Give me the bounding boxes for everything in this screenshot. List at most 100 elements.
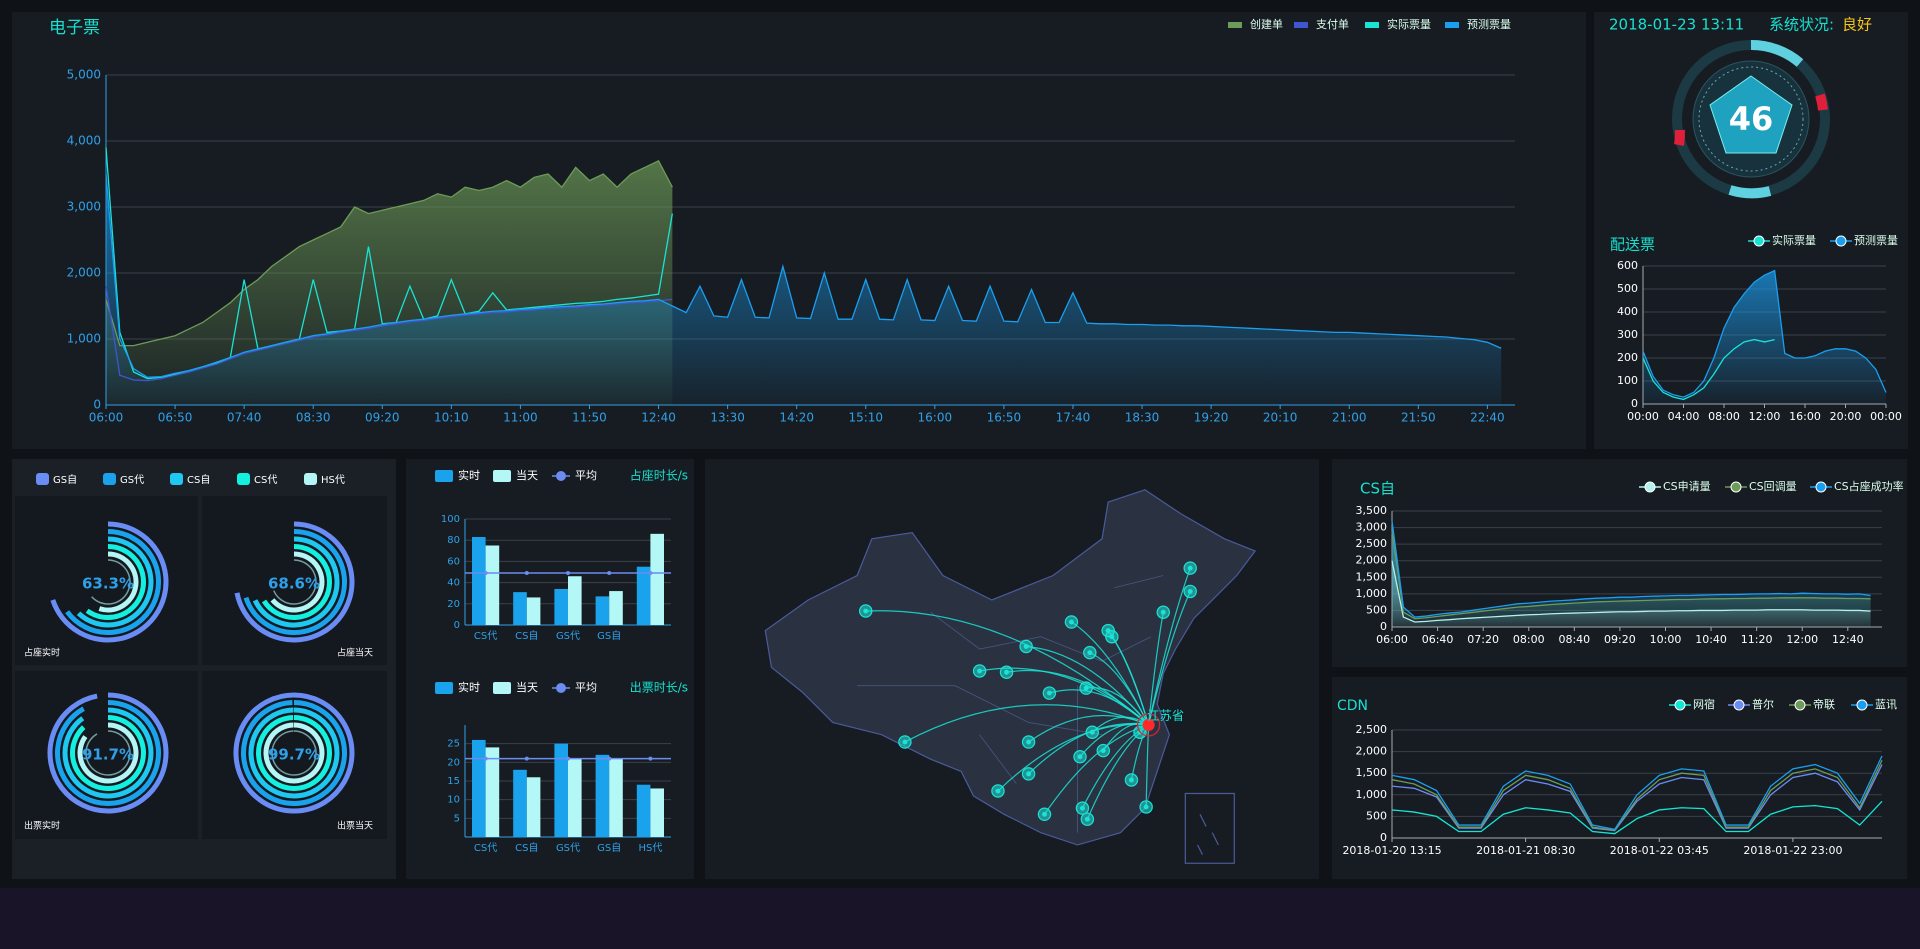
y-tick-label: 1,000 [1356, 788, 1388, 801]
flow-source-core [1160, 609, 1166, 615]
gauge-label: 出票当天 [337, 820, 373, 832]
y-tick-label: 3,000 [1356, 521, 1388, 534]
footer-strip [0, 888, 1920, 949]
legend-label: 实时 [458, 680, 480, 694]
province-borders [857, 575, 1164, 833]
chart-title: CDN [1337, 698, 1368, 714]
x-tick-label: 08:40 [1558, 633, 1590, 646]
legend-label: HS代 [321, 474, 345, 486]
bar [554, 588, 568, 625]
bar [472, 739, 486, 837]
flow-source-core [1046, 690, 1052, 696]
line [105, 173, 1502, 378]
line-point [566, 756, 570, 761]
chart-title: CS自 [1360, 480, 1395, 498]
flow-line [1147, 612, 1164, 725]
ring-arc [70, 715, 146, 791]
y-tick-label: 0 [1380, 831, 1387, 844]
legend-swatch [1815, 481, 1827, 493]
x-tick-label: 20:00 [1830, 410, 1862, 423]
legend-swatch [1644, 481, 1656, 493]
legend-swatch [1228, 22, 1242, 28]
legend-label: 网宿 [1693, 697, 1715, 711]
line [105, 286, 673, 382]
y-tick-label: 300 [1617, 328, 1638, 341]
gauge-arc [1674, 129, 1686, 146]
legend-swatch [1730, 481, 1742, 493]
gauge-value: 68.6% [268, 575, 320, 593]
total-arc [85, 730, 131, 776]
flow-line [1049, 689, 1149, 726]
y-tick-label: 10 [447, 795, 460, 806]
flow-source-core [1100, 748, 1106, 754]
legend-label: 预测票量 [1467, 18, 1511, 31]
line-point [566, 571, 570, 576]
y-tick-label: 3,000 [67, 200, 101, 214]
x-tick-label: CS代 [474, 842, 497, 854]
legend-label: 帝联 [1813, 697, 1835, 711]
flow-source-core [1143, 804, 1149, 810]
target-ring [1136, 713, 1161, 737]
y-tick-label: 2,000 [1356, 554, 1388, 567]
line-point [483, 571, 488, 576]
line [1391, 764, 1883, 832]
flow-source-core [1083, 685, 1089, 691]
x-tick-label: 10:40 [1695, 633, 1727, 646]
status-gauge: 46 [1672, 39, 1830, 199]
y-tick-label: 1,500 [1356, 570, 1388, 583]
x-tick-label: 16:50 [987, 411, 1022, 425]
chart-title: 电子票 [49, 18, 100, 38]
ring-arc [248, 707, 340, 799]
x-tick-label: 06:40 [1422, 633, 1454, 646]
gauge-value: 46 [1729, 100, 1774, 138]
flow-line [997, 723, 1149, 792]
line [105, 159, 673, 347]
x-tick-label: 08:30 [296, 411, 331, 425]
legend-label: GS代 [120, 474, 144, 486]
gauge-value: 99.7% [268, 746, 320, 764]
bar [595, 754, 610, 837]
y-tick-label: 500 [1366, 809, 1387, 822]
y-tick-label: 600 [1617, 259, 1638, 272]
flow-source-core [1026, 739, 1032, 745]
y-tick-label: 0 [1631, 397, 1638, 410]
y-tick-label: 2,000 [67, 266, 101, 280]
x-tick-label: 10:10 [434, 411, 469, 425]
legend-swatch [493, 682, 511, 694]
x-tick-label: 00:00 [1870, 410, 1902, 423]
legend-swatch [1856, 699, 1868, 711]
x-tick-label: 12:00 [1786, 633, 1818, 646]
legend-swatch [170, 473, 183, 485]
legend-label: 蓝讯 [1875, 698, 1897, 711]
flow-source-core [1084, 816, 1090, 822]
legend-swatch [1445, 22, 1459, 28]
x-tick-label: 12:40 [641, 411, 676, 425]
x-tick-label: 08:00 [1708, 410, 1740, 423]
y-tick-label: 80 [447, 535, 460, 546]
y-tick-label: 3,500 [1356, 504, 1388, 517]
x-tick-label: 21:00 [1332, 411, 1367, 425]
map: 江苏省 [764, 489, 1257, 864]
legend-label: CS回调量 [1749, 480, 1797, 493]
flow-line [1147, 591, 1191, 726]
chart-title: 配送票 [1610, 236, 1655, 254]
x-tick-label: CS代 [474, 630, 497, 642]
legend-swatch [1835, 235, 1847, 247]
flow-source-core [995, 788, 1001, 794]
ring-arc [252, 536, 340, 628]
flow-source-core [1109, 634, 1115, 640]
y-tick-label: 0 [454, 620, 460, 631]
x-tick-label: 17:40 [1056, 411, 1091, 425]
legend-label: 预测票量 [1854, 234, 1898, 247]
y-tick-label: 2,000 [1356, 745, 1388, 758]
legend-swatch [304, 473, 317, 485]
y-tick-label: 1,000 [1356, 587, 1388, 600]
ring-arc [261, 544, 332, 620]
ring-arc [65, 529, 161, 635]
legend-label: 实际票量 [1387, 17, 1431, 31]
flow-source-core [1042, 811, 1047, 817]
flow-source-core [902, 739, 908, 745]
bar [636, 566, 651, 625]
x-tick-label: 11:00 [503, 411, 538, 425]
x-tick-label: 10:00 [1650, 633, 1682, 646]
